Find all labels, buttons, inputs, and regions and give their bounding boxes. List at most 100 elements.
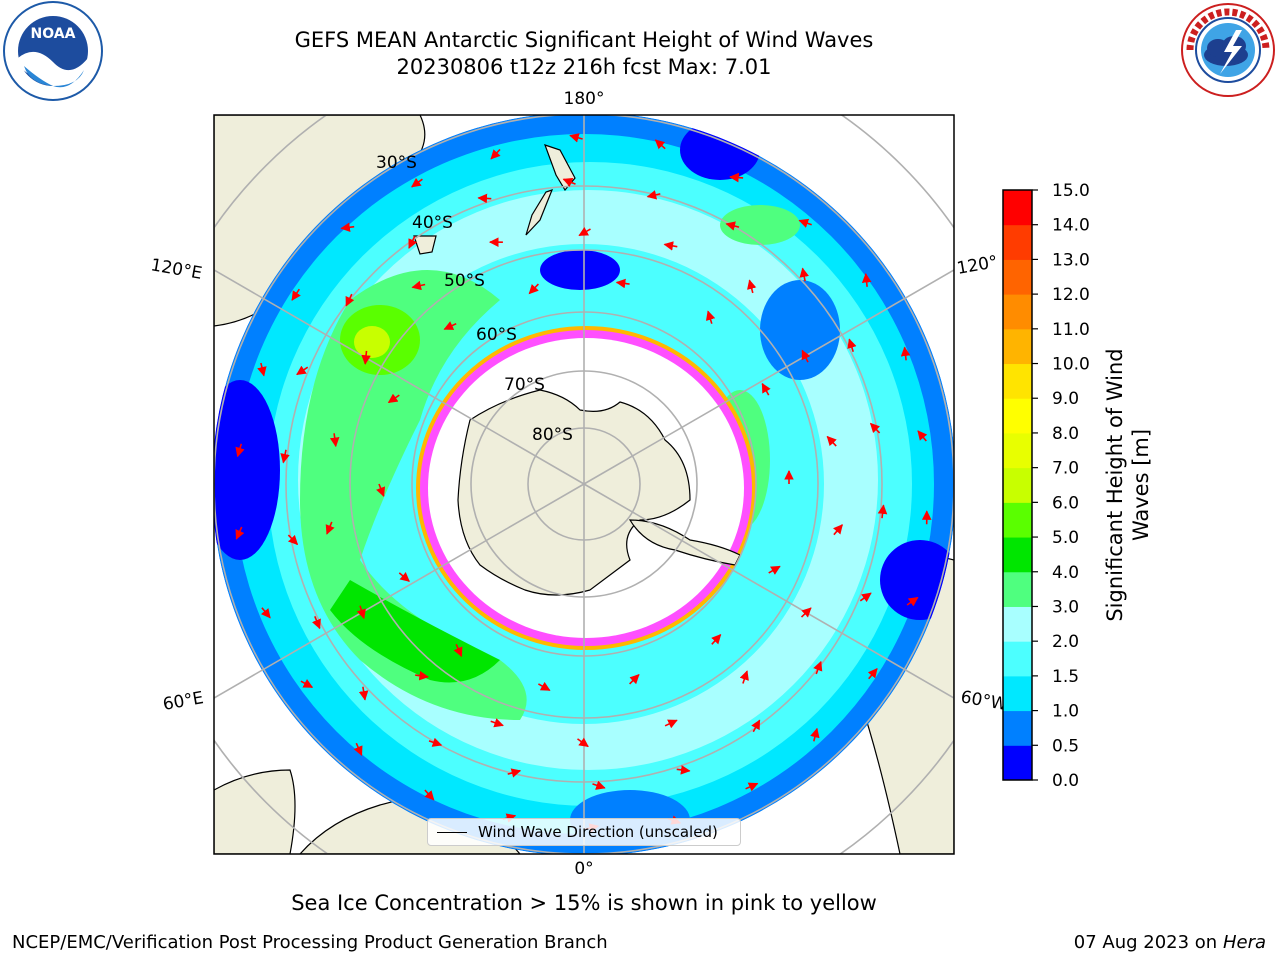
wave-direction-arrow bbox=[376, 483, 386, 497]
lon-label-0: 0° bbox=[574, 859, 593, 879]
colorbar-tick-label: 4.0 bbox=[1052, 563, 1079, 583]
wave-direction-arrow bbox=[900, 346, 911, 361]
wave-direction-arrow bbox=[296, 365, 309, 376]
wave-direction-arrow bbox=[646, 190, 661, 200]
map-frame bbox=[213, 114, 955, 855]
colorbar-tick-label: 5.0 bbox=[1052, 528, 1079, 548]
chart-title: GEFS MEAN Antarctic Significant Height o… bbox=[294, 28, 874, 52]
wave-direction-arrow bbox=[353, 742, 363, 756]
colorbar-segment bbox=[1003, 398, 1032, 434]
colorbar-tick-label: 0.0 bbox=[1052, 771, 1079, 791]
lon-label-120e: 120°E bbox=[149, 255, 203, 284]
colorbar-segment bbox=[1003, 606, 1032, 642]
lon-label-60w: 60°W bbox=[959, 687, 1009, 715]
wave-direction-arrow bbox=[411, 280, 426, 291]
wave-direction-arrow bbox=[291, 288, 301, 301]
colorbar-tick-label: 11.0 bbox=[1052, 320, 1090, 340]
wave-direction-arrow bbox=[877, 504, 888, 519]
wind-wave-vectors bbox=[235, 133, 932, 833]
colorbar-segment bbox=[1003, 467, 1032, 503]
colorbar-tick-label: 1.5 bbox=[1052, 667, 1079, 687]
wave-direction-arrow bbox=[358, 686, 369, 701]
wave-direction-arrow bbox=[906, 596, 919, 607]
wave-direction-arrow bbox=[235, 526, 245, 540]
wave-direction-arrow bbox=[408, 235, 418, 249]
noaa-logo: NOAA bbox=[3, 1, 103, 101]
wave-direction-arrow bbox=[629, 674, 640, 685]
wave-direction-arrow bbox=[798, 218, 812, 228]
wave-direction-arrow bbox=[833, 524, 843, 536]
wave-direction-arrow bbox=[867, 667, 878, 680]
wave-direction-arrow bbox=[761, 382, 771, 396]
wave-direction-arrow bbox=[507, 768, 522, 778]
wave-direction-arrow bbox=[411, 177, 423, 188]
tasmania-landmass bbox=[413, 235, 437, 255]
wave-direction-arrow bbox=[257, 362, 267, 377]
colorbar-tick-label: 15.0 bbox=[1052, 181, 1090, 201]
wave-direction-arrow bbox=[768, 565, 781, 575]
wave-direction-arrow bbox=[577, 737, 589, 748]
colorbar-tick-label: 0.5 bbox=[1052, 736, 1079, 756]
wave-direction-arrow bbox=[562, 178, 576, 187]
colorbar-tick-label: 1.0 bbox=[1052, 702, 1079, 722]
colorbar-frame bbox=[1002, 189, 1033, 781]
wave-direction-arrow bbox=[569, 133, 583, 143]
wave-direction-arrow bbox=[329, 433, 340, 448]
wave-direction-arrow bbox=[490, 718, 504, 728]
wave-direction-arrow bbox=[340, 222, 355, 233]
chart-subtitle: 20230806 t12z 216h fcst Max: 7.01 bbox=[396, 55, 772, 79]
wave-direction-arrow bbox=[800, 607, 812, 618]
lon-label-120w: 120° bbox=[955, 252, 999, 279]
colorbar-tick-label: 13.0 bbox=[1052, 250, 1090, 270]
wave-direction-arrow bbox=[287, 534, 299, 546]
colorbar-segment bbox=[1003, 675, 1032, 712]
legend-label: Wind Wave Direction (unscaled) bbox=[478, 823, 718, 841]
wave-direction-arrow bbox=[538, 681, 551, 691]
wave-direction-arrow bbox=[345, 293, 355, 307]
legend-line-swatch bbox=[437, 832, 467, 833]
wave-direction-arrow bbox=[869, 422, 881, 434]
wave-direction-arrow bbox=[705, 310, 716, 324]
wave-direction-arrow bbox=[917, 430, 928, 442]
colorbar-tick-label: 12.0 bbox=[1052, 285, 1090, 305]
footer-date-text: 07 Aug 2023 on bbox=[1073, 932, 1218, 953]
wave-direction-arrow bbox=[235, 443, 245, 458]
lon-label-180: 180° bbox=[564, 89, 605, 109]
wave-direction-arrow bbox=[725, 221, 740, 231]
footer-system: Hera bbox=[1222, 932, 1266, 953]
colorbar-segment bbox=[1003, 294, 1032, 330]
wave-direction-arrow bbox=[398, 572, 410, 582]
colorbar-tick-label: 8.0 bbox=[1052, 424, 1079, 444]
wave-direction-arrow bbox=[280, 449, 290, 464]
wave-direction-arrow bbox=[810, 727, 820, 742]
colorbar-segment bbox=[1003, 745, 1032, 781]
colorbar: 0.0 0.5 1.0 1.5 2.0 3.0 4.0 5.0 6.0 7.0 8.0 9.0 10.0… bbox=[1002, 181, 1090, 791]
wave-direction-arrow bbox=[739, 670, 749, 684]
new-zealand-south-island bbox=[525, 189, 554, 236]
wave-direction-arrow bbox=[311, 615, 321, 630]
wave-direction-arrow bbox=[528, 283, 539, 295]
lat-label-80s: 80°S bbox=[532, 425, 573, 445]
wave-direction-arrow bbox=[799, 267, 809, 282]
wave-direction-arrow bbox=[663, 241, 678, 251]
colorbar-segment bbox=[1003, 328, 1032, 365]
wave-direction-arrow bbox=[826, 435, 837, 447]
colorbar-title-line2: Waves [m] bbox=[1129, 428, 1153, 542]
wave-direction-arrow bbox=[615, 278, 630, 289]
wave-direction-arrow bbox=[592, 780, 606, 790]
footer-organization: NCEP/EMC/Verification Post Processing Pr… bbox=[12, 932, 608, 953]
colorbar-tick-label: 9.0 bbox=[1052, 389, 1079, 409]
wave-direction-arrow bbox=[443, 321, 457, 330]
wave-direction-arrow bbox=[453, 643, 463, 658]
wave-direction-arrow bbox=[325, 521, 335, 535]
map-plot-area bbox=[214, 115, 954, 854]
colorbar-segment bbox=[1003, 259, 1032, 295]
colorbar-tick-label: 7.0 bbox=[1052, 459, 1079, 479]
colorbar-segment bbox=[1003, 502, 1032, 538]
wave-direction-arrow bbox=[813, 660, 823, 675]
wave-direction-arrow bbox=[490, 148, 501, 160]
lat-label-60s: 60°S bbox=[476, 325, 517, 345]
wave-direction-arrow bbox=[387, 393, 400, 404]
wave-direction-arrow bbox=[415, 670, 429, 681]
